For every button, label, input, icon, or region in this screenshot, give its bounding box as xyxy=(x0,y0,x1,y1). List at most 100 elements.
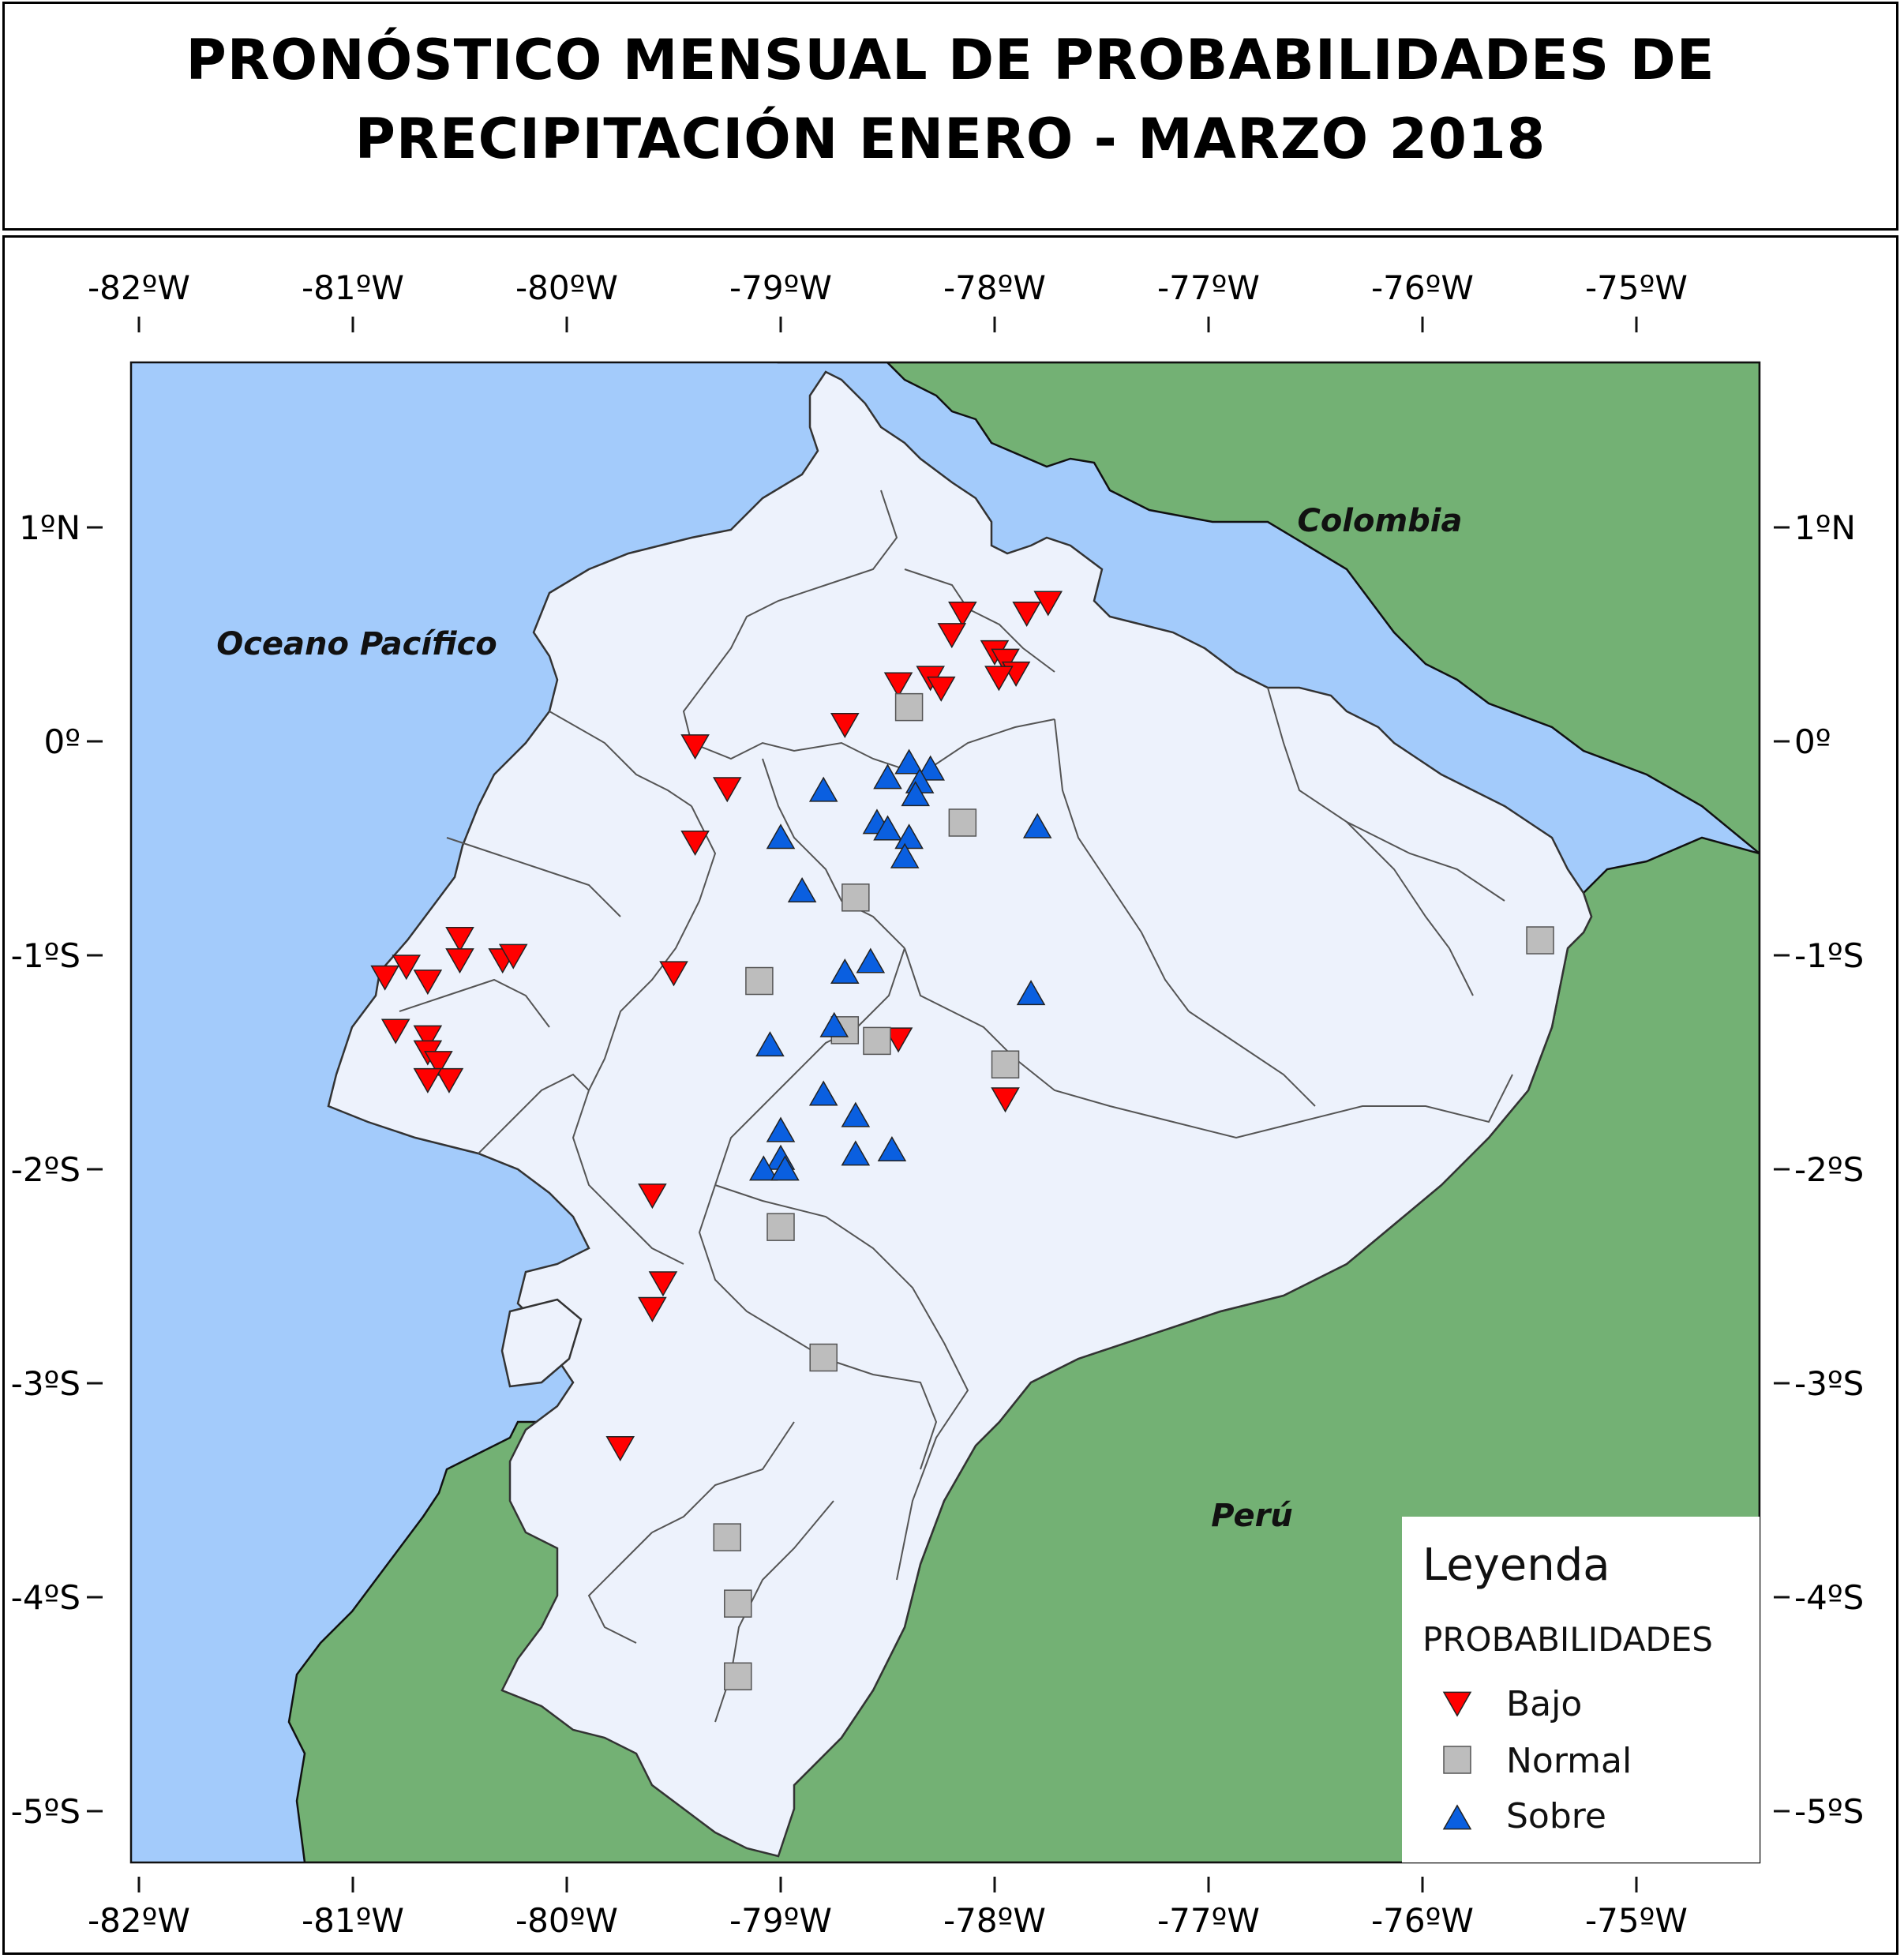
lat-label-left: -3ºS xyxy=(11,1364,81,1403)
station-bajo xyxy=(392,955,422,981)
station-bajo xyxy=(413,970,443,996)
lat-label-right: 1ºN xyxy=(1794,508,1856,547)
station-bajo xyxy=(413,1067,443,1093)
lat-label-left: 0º xyxy=(43,722,81,761)
station-sobre xyxy=(755,1031,785,1057)
station-sobre xyxy=(1022,812,1052,838)
legend-item-normal: Normal xyxy=(1506,1741,1632,1781)
lon-label-bottom: -81ºW xyxy=(302,1901,404,1940)
station-sobre xyxy=(808,1080,838,1106)
map-title-line-2: PRECIPITACIÓN ENERO - MARZO 2018 xyxy=(354,107,1546,171)
station-sobre xyxy=(901,781,931,807)
legend-item-sobre: Sobre xyxy=(1506,1796,1606,1836)
lon-label-top: -80ºW xyxy=(515,268,618,307)
station-bajo xyxy=(926,676,956,702)
station-bajo xyxy=(948,602,977,628)
station-bajo xyxy=(680,734,710,760)
station-sobre xyxy=(873,815,902,841)
station-bajo xyxy=(638,1296,667,1322)
station-bajo xyxy=(434,1067,464,1093)
station-bajo xyxy=(659,961,688,987)
lat-label-left: -1ºS xyxy=(11,936,81,975)
station-bajo xyxy=(883,1027,913,1053)
station-normal xyxy=(745,966,774,996)
legend-items: Bajo Normal Sobre xyxy=(1442,1684,1632,1836)
map-frame: -82ºW -82ºW -81ºW -81ºW -80ºW -80ºW -79ºW -79ºW… xyxy=(2,235,1898,1955)
lat-label-right: -5ºS xyxy=(1794,1792,1864,1831)
station-normal xyxy=(724,1662,752,1691)
axis-ticks: -82ºW -82ºW -81ºW -81ºW -80ºW -80ºW -79ºW -79ºW… xyxy=(11,268,1865,1940)
station-bajo xyxy=(1033,591,1063,617)
ocean-label: Oceano Pacífico xyxy=(216,626,497,662)
station-sobre xyxy=(819,1011,849,1037)
lon-label-bottom: -80ºW xyxy=(515,1901,618,1940)
station-normal xyxy=(1526,926,1554,955)
lon-label-bottom: -75ºW xyxy=(1585,1901,1688,1940)
station-bajo xyxy=(380,1018,410,1045)
lon-label-bottom: -76ºW xyxy=(1371,1901,1474,1940)
lon-label-top: -75ºW xyxy=(1585,268,1688,307)
station-sobre xyxy=(808,776,838,802)
station-bajo xyxy=(498,943,528,970)
station-sobre xyxy=(894,823,924,850)
lon-label-bottom: -79ºW xyxy=(729,1901,832,1940)
lat-label-right: -4ºS xyxy=(1794,1578,1864,1617)
legend-bajo-symbol xyxy=(1442,1691,1472,1717)
station-bajo xyxy=(1012,602,1041,628)
colombia-land xyxy=(777,362,1760,855)
lat-label-left: 1ºN xyxy=(19,508,81,547)
legend-item-bajo: Bajo xyxy=(1506,1684,1582,1724)
station-normal xyxy=(766,1213,795,1241)
title-box: PRONÓSTICO MENSUAL DE PROBABILIDADES DE … xyxy=(2,2,1898,231)
station-sobre xyxy=(770,1155,800,1181)
station-bajo xyxy=(638,1183,667,1210)
legend-sobre-symbol xyxy=(1442,1804,1472,1830)
station-bajo xyxy=(413,1025,443,1051)
legend-title: Leyenda xyxy=(1422,1540,1610,1591)
map-canvas[interactable]: -82ºW -82ºW -81ºW -81ºW -80ºW -80ºW -79ºW -79ºW… xyxy=(5,238,1896,1952)
province-boundaries xyxy=(399,490,1513,1723)
legend-normal-symbol xyxy=(1443,1746,1471,1774)
station-normal xyxy=(713,1523,741,1551)
station-bajo xyxy=(883,672,913,698)
lat-label-right: 0º xyxy=(1794,722,1831,761)
station-normal xyxy=(894,692,924,722)
station-bajo xyxy=(445,926,474,952)
lon-label-top: -77ºW xyxy=(1157,268,1260,307)
station-normal xyxy=(841,883,870,912)
station-sobre xyxy=(890,842,920,868)
lat-label-right: -1ºS xyxy=(1794,936,1864,975)
station-sobre xyxy=(766,823,796,850)
station-bajo xyxy=(648,1271,678,1297)
lat-label-left: -4ºS xyxy=(11,1578,81,1617)
station-normal xyxy=(724,1589,752,1618)
station-bajo xyxy=(937,623,967,649)
station-sobre xyxy=(787,877,817,903)
station-normal xyxy=(948,808,977,837)
station-sobre xyxy=(916,755,945,781)
station-bajo xyxy=(424,1051,453,1077)
station-sobre xyxy=(841,1101,871,1127)
station-sobre xyxy=(841,1140,871,1166)
station-sobre xyxy=(873,763,902,790)
legend-box xyxy=(1402,1517,1760,1862)
peru-label: Perú xyxy=(1211,1498,1293,1534)
station-sobre xyxy=(856,947,886,973)
legend-subtitle: PROBABILIDADES xyxy=(1422,1620,1713,1659)
station-sobre xyxy=(877,1135,907,1161)
station-bajo xyxy=(445,948,474,974)
ecuador-land xyxy=(327,370,1593,1858)
lat-label-left: -2ºS xyxy=(11,1150,81,1189)
lon-label-bottom: -78ºW xyxy=(943,1901,1046,1940)
station-bajo xyxy=(370,965,399,991)
lon-label-top: -81ºW xyxy=(302,268,404,307)
colombia-label: Colombia xyxy=(1297,503,1462,539)
station-sobre xyxy=(749,1155,778,1181)
station-normal xyxy=(863,1026,891,1056)
lat-label-right: -3ºS xyxy=(1794,1364,1864,1403)
plot-border xyxy=(129,361,1761,1864)
station-bajo xyxy=(991,648,1020,674)
station-bajo xyxy=(680,831,710,857)
station-sobre xyxy=(766,1116,796,1142)
lon-label-top: -78ºW xyxy=(943,268,1046,307)
